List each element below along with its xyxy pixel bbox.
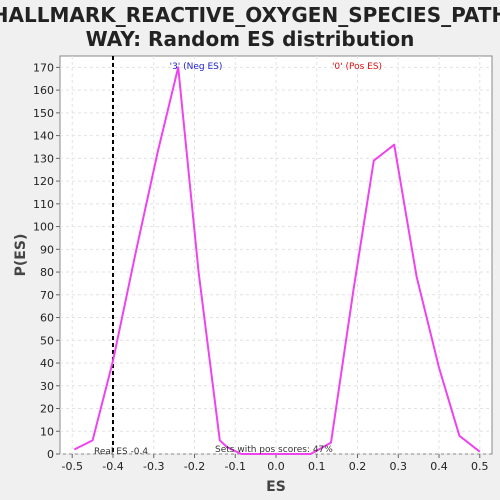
y-tick-label: 90 [40, 243, 54, 256]
y-tick-label: 80 [40, 266, 54, 279]
chart-title-line-1: HALLMARK_REACTIVE_OXYGEN_SPECIES_PATH [0, 3, 500, 27]
sets-pos-scores-label: Sets with pos scores: 47% [215, 445, 333, 455]
y-tick-label: 0 [47, 448, 54, 461]
x-tick-label: 0.5 [471, 460, 489, 473]
y-tick-label: 40 [40, 357, 54, 370]
series-lines [73, 66, 481, 455]
y-tick-label: 30 [40, 380, 54, 393]
x-tick-label: 0.2 [349, 460, 367, 473]
x-axis-label: ES [266, 479, 286, 495]
y-tick-label: 50 [40, 334, 54, 347]
x-tick-label: 0.0 [267, 460, 285, 473]
neg-es-label: '3' (Neg ES) [170, 62, 223, 72]
x-tick-label: -0.5 [61, 460, 82, 473]
y-tick-label: 10 [40, 425, 54, 438]
y-tick-label: 60 [40, 312, 54, 325]
y-axis-ticks: 0 10 20 30 40 50 60 70 80 90 100 110 120 130 140 150 160… [33, 61, 60, 461]
y-tick-label: 140 [33, 130, 54, 143]
real-es-label: Real ES -0.4 [94, 447, 148, 457]
y-tick-label: 150 [33, 107, 54, 120]
chart-title-line-2: WAY: Random ES distribution [86, 27, 415, 51]
y-tick-label: 130 [33, 152, 54, 165]
y-tick-label: 160 [33, 84, 54, 97]
x-tick-label: -0.1 [225, 460, 246, 473]
y-tick-label: 170 [33, 61, 54, 74]
x-tick-label: -0.3 [143, 460, 164, 473]
y-tick-label: 120 [33, 175, 54, 188]
y-tick-label: 110 [33, 198, 54, 211]
x-tick-label: 0.4 [430, 460, 448, 473]
x-axis-ticks: -0.5 -0.4 -0.3 -0.2 -0.1 0.0 0.1 0.2 0.3 0.4 0.5 [61, 454, 489, 473]
y-axis-label: P(ES) [13, 234, 29, 277]
y-tick-label: 70 [40, 289, 54, 302]
x-tick-label: 0.1 [308, 460, 326, 473]
y-tick-label: 100 [33, 221, 54, 234]
y-tick-label: 20 [40, 403, 54, 416]
x-tick-label: -0.4 [102, 460, 123, 473]
x-tick-label: 0.3 [390, 460, 408, 473]
x-tick-label: -0.2 [184, 460, 205, 473]
pos-es-label: '0' (Pos ES) [332, 62, 382, 72]
es-distribution-line [73, 66, 481, 455]
